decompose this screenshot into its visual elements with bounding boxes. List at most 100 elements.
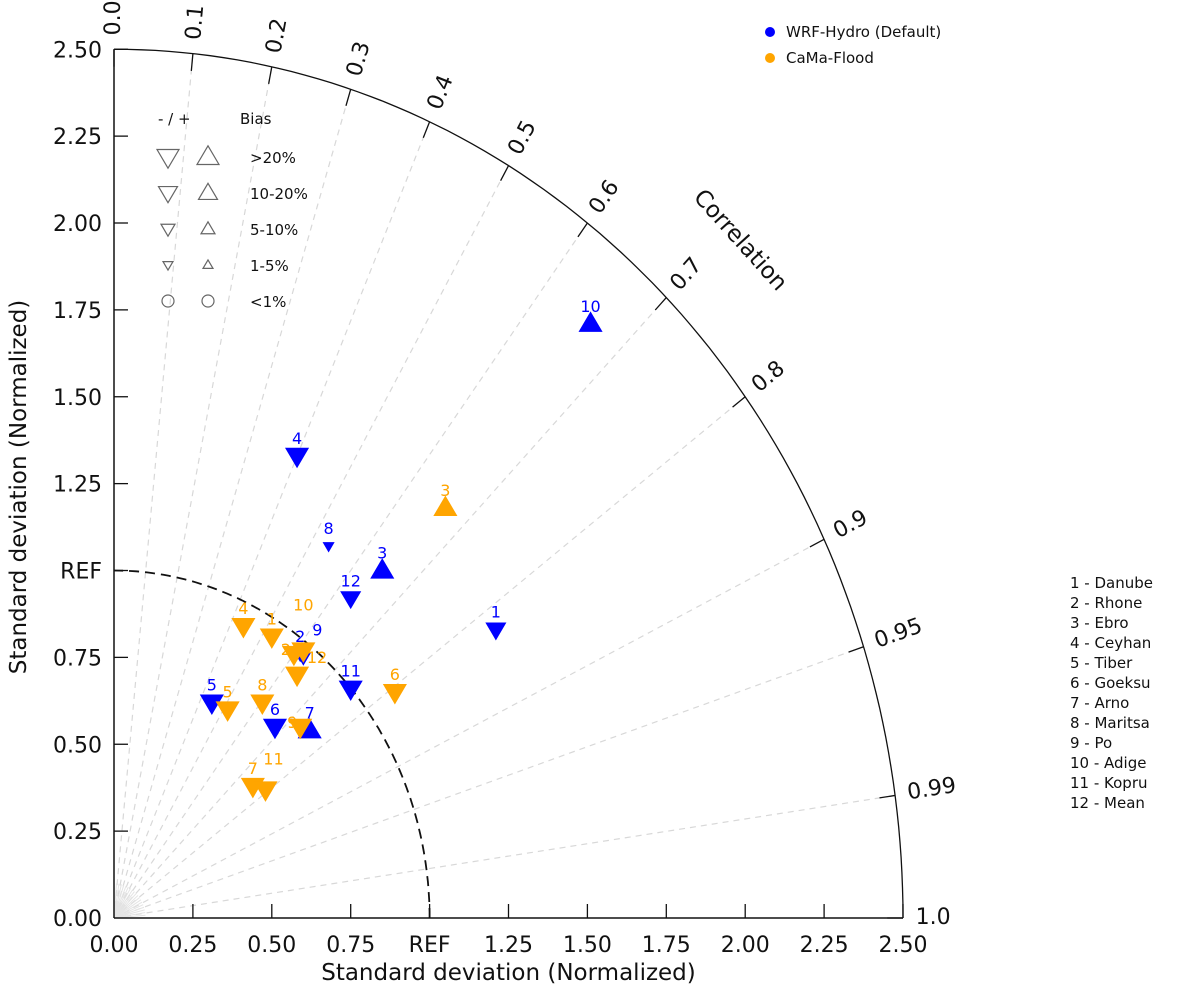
correlation-gridline: [113, 396, 746, 919]
correlation-tick-label: 0.8: [747, 356, 790, 398]
bias-legend-sign-header: - / +: [158, 110, 191, 128]
correlation-gridline: [113, 53, 194, 919]
data-point: [231, 618, 256, 639]
station-label: 6 - Goeksu: [1070, 674, 1151, 692]
correlation-tick-label: 0.2: [262, 16, 293, 55]
data-point-label: 5: [207, 676, 217, 695]
station-label: 3 - Ebro: [1070, 614, 1129, 632]
bias-legend-positive-marker: [197, 182, 219, 201]
correlation-tick: [500, 165, 510, 181]
y-tick-label: 2.50: [53, 38, 102, 63]
station-label: 9 - Po: [1070, 734, 1112, 752]
x-tick-label: 2.50: [879, 933, 928, 958]
y-tick-label: 2.00: [53, 212, 102, 237]
correlation-tick: [577, 222, 588, 238]
reference-arc: [113, 569, 431, 918]
data-point-label: 10: [580, 297, 600, 316]
bias-legend-negative-marker: [161, 294, 175, 308]
data-point: [215, 701, 240, 722]
correlation-tick-label: 0.9: [829, 505, 872, 544]
correlation-tick: [345, 89, 352, 107]
data-point-label: 9: [287, 713, 297, 732]
bias-legend-header: Bias: [240, 110, 272, 128]
data-point: [291, 642, 316, 663]
correlation-tick-label: 0.6: [584, 176, 624, 219]
outer-arc: [113, 48, 904, 919]
station-label: 8 - Maritsa: [1070, 714, 1150, 732]
correlation-gridline: [113, 66, 273, 919]
correlation-tick: [190, 53, 194, 71]
correlation-tick: [809, 538, 825, 548]
bias-legend-negative-marker: [159, 223, 177, 238]
data-point-label: 10: [293, 595, 313, 614]
data-point: [259, 628, 284, 649]
bias-legend-positive-marker: [199, 220, 217, 235]
data-point-label: 11: [263, 749, 283, 768]
data-point-label: 4: [238, 599, 248, 618]
legend-label: WRF-Hydro (Default): [786, 23, 941, 41]
correlation-tick: [848, 646, 864, 653]
data-point: [288, 718, 313, 740]
data-point: [433, 495, 458, 517]
y-tick-label: 1.50: [53, 386, 102, 411]
correlation-axis-label: Correlation: [688, 184, 792, 296]
data-point-label: 3: [440, 481, 450, 500]
x-tick-label: 1.25: [484, 933, 533, 958]
data-point-label: 3: [377, 544, 387, 563]
x-tick-label: 2.25: [800, 933, 849, 958]
bias-legend-label: 5-10%: [250, 221, 298, 239]
data-point: [250, 694, 275, 715]
x-tick-label: 0.25: [168, 933, 217, 958]
correlation-tick: [654, 297, 667, 311]
data-point: [338, 680, 363, 702]
data-point-label: 7: [305, 703, 315, 722]
data-point: [322, 542, 335, 553]
data-point: [253, 781, 278, 802]
data-point-label: 9: [312, 620, 322, 639]
data-point-label: 1: [491, 603, 501, 622]
data-point-label: 4: [292, 429, 302, 448]
x-tick-label: 0.50: [247, 933, 296, 958]
station-label: 4 - Ceyhan: [1070, 634, 1151, 652]
station-label: 12 - Mean: [1070, 794, 1145, 812]
station-label: 5 - Tiber: [1070, 654, 1133, 672]
data-point: [340, 591, 362, 610]
bias-legend-negative-marker: [161, 261, 175, 272]
bias-legend-label: <1%: [250, 293, 286, 311]
bias-legend-positive-marker: [201, 294, 215, 308]
station-label: 10 - Adige: [1070, 754, 1146, 772]
x-tick-label: 1.50: [563, 933, 612, 958]
bias-legend-label: 10-20%: [250, 185, 308, 203]
x-tick-label: 0.75: [326, 933, 375, 958]
data-point-label: 6: [390, 665, 400, 684]
legend-marker: [765, 27, 775, 37]
x-axis-label: Standard deviation (Normalized): [321, 960, 696, 986]
y-tick-label: 1.25: [53, 473, 102, 498]
station-label: 1 - Danube: [1070, 574, 1153, 592]
data-point: [370, 558, 395, 579]
y-tick-label: REF: [60, 560, 102, 585]
bias-legend-positive-marker: [201, 258, 215, 269]
y-axis-label: Standard deviation (Normalized): [6, 300, 32, 675]
data-point-label: 2: [281, 640, 291, 659]
correlation-tick-label: 0.7: [665, 253, 707, 296]
station-label: 2 - Rhone: [1070, 594, 1142, 612]
data-point-label: 8: [324, 519, 334, 538]
y-tick-label: 2.25: [53, 125, 102, 150]
correlation-tick-label: 1.0: [916, 905, 951, 930]
data-point-label: 12: [341, 571, 361, 590]
x-tick-label: REF: [409, 933, 451, 958]
data-point-label: 6: [270, 700, 280, 719]
y-tick-label: 0.50: [53, 733, 102, 758]
correlation-tick: [422, 121, 431, 138]
correlation-gridline: [113, 89, 352, 919]
correlation-tick: [732, 396, 746, 408]
data-point-label: 11: [341, 662, 361, 681]
data-point-label: 7: [248, 759, 258, 778]
correlation-tick-label: 0.4: [423, 72, 459, 114]
data-point-label: 5: [223, 683, 233, 702]
data-point-label: 1: [267, 610, 277, 629]
correlation-tick-label: 0.95: [871, 613, 926, 653]
correlation-gridline: [113, 538, 825, 919]
